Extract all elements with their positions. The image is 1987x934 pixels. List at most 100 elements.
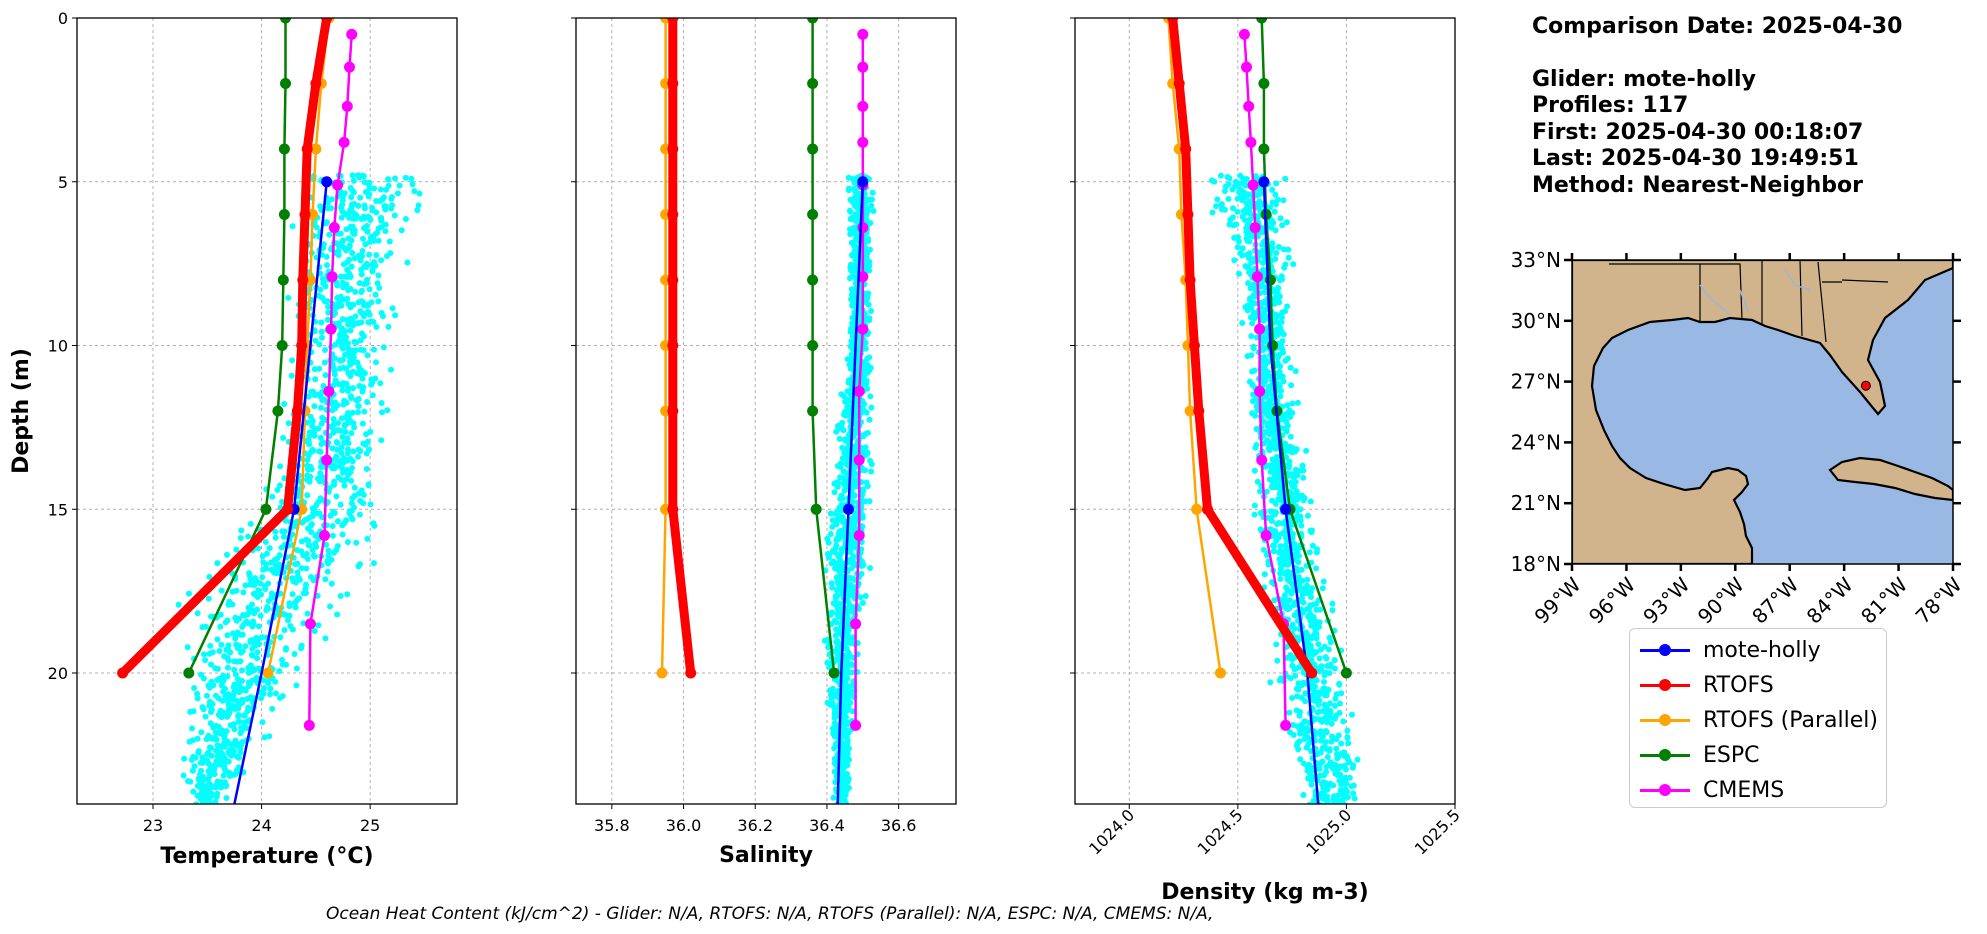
series-marker-rtofs <box>685 667 697 679</box>
series-marker-cmems <box>1238 28 1250 40</box>
glider-observation-point <box>1259 252 1266 259</box>
glider-observation-point <box>1285 464 1292 471</box>
glider-observation-point <box>854 199 861 206</box>
glider-observation-point <box>1251 502 1258 509</box>
glider-observation-point <box>303 581 309 588</box>
glider-observation-point <box>239 699 246 706</box>
glider-observation-point <box>844 697 851 704</box>
glider-observation-point <box>342 421 348 428</box>
glider-observation-point <box>837 474 844 481</box>
legend-swatch <box>1640 678 1690 692</box>
plot-area <box>117 18 423 804</box>
glider-observation-point <box>350 177 357 184</box>
glider-observation-point <box>332 399 339 406</box>
glider-observation-point <box>1287 570 1294 577</box>
glider-observation-point <box>411 188 418 195</box>
glider-observation-point <box>328 196 335 203</box>
glider-observation-point <box>1266 431 1273 438</box>
series-marker-rtofs-parallel- <box>1184 405 1196 417</box>
density-axis-label: Density (kg m-3) <box>1161 880 1369 905</box>
glider-observation-point <box>206 650 213 657</box>
glider-observation-point <box>343 399 350 406</box>
glider-observation-point <box>197 791 204 798</box>
glider-observation-point <box>368 299 375 306</box>
glider-observation-point <box>844 629 851 636</box>
glider-observation-point <box>208 613 214 620</box>
glider-observation-point <box>219 679 226 686</box>
glider-observation-point <box>394 190 401 197</box>
glider-observation-point <box>224 551 230 558</box>
glider-observation-point <box>252 575 259 582</box>
glider-observation-point <box>1246 378 1253 385</box>
glider-observation-point <box>1284 587 1291 594</box>
glider-observation-point <box>1237 172 1244 179</box>
glider-observation-point <box>1279 276 1285 283</box>
glider-observation-point <box>1265 399 1272 406</box>
glider-observation-point <box>1239 197 1246 204</box>
series-marker-rtofs <box>1182 209 1194 220</box>
glider-observation-point <box>328 556 335 563</box>
glider-observation-point <box>269 705 276 712</box>
glider-observation-point <box>1269 423 1276 429</box>
glider-observation-point <box>295 490 302 497</box>
glider-observation-point <box>1285 471 1292 478</box>
glider-observation-point <box>337 501 344 508</box>
glider-observation-point <box>294 547 301 554</box>
glider-observation-point <box>408 175 415 182</box>
map-frame-ticks <box>1564 253 1961 571</box>
glider-observation-point <box>416 190 423 197</box>
glider-observation-point <box>1284 576 1291 583</box>
glider-observation-point <box>1226 175 1233 182</box>
glider-observation-point <box>832 565 838 572</box>
glider-observation-point <box>852 539 859 546</box>
glider-observation-point <box>1345 740 1352 747</box>
series-marker-espc <box>276 340 288 351</box>
glider-observation-point <box>329 523 336 529</box>
legend-item-mote-holly: mote-holly <box>1640 635 1821 665</box>
glider-observation-point <box>305 537 312 544</box>
glider-observation-point <box>1282 175 1289 182</box>
glider-observation-point <box>860 407 867 414</box>
glider-observation-point <box>1317 606 1323 613</box>
glider-observation-point <box>323 219 330 226</box>
series-marker-espc <box>1258 78 1270 89</box>
glider-observation-point <box>304 556 311 562</box>
glider-observation-point <box>259 719 266 726</box>
glider-observation-point <box>325 303 331 310</box>
glider-observation-point <box>859 600 866 606</box>
series-marker-cmems <box>323 385 335 397</box>
glider-observation-point <box>322 347 328 353</box>
glider-observation-point <box>1311 695 1318 702</box>
glider-observation-point <box>206 702 213 709</box>
glider-observation-point <box>181 755 188 762</box>
glider-observation-point <box>840 468 847 475</box>
glider-observation-point <box>1217 172 1224 179</box>
glider-observation-point <box>355 453 361 460</box>
glider-observation-point <box>246 570 253 577</box>
glider-observation-point <box>260 566 267 573</box>
glider-observation-point <box>1270 462 1277 468</box>
glider-observation-point <box>360 440 367 447</box>
y-tick-label: 5 <box>58 173 68 192</box>
glider-observation-point <box>307 413 314 420</box>
glider-observation-point <box>1247 303 1254 310</box>
glider-observation-point <box>867 220 874 226</box>
glider-observation-point <box>248 651 255 658</box>
glider-observation-point <box>838 804 844 810</box>
glider-observation-point <box>324 298 331 305</box>
glider-observation-point <box>1332 695 1339 702</box>
glider-observation-point <box>276 482 283 489</box>
series-marker-cmems <box>857 61 869 73</box>
glider-observation-point <box>364 535 371 542</box>
glider-observation-point <box>1349 804 1355 810</box>
glider-observation-point <box>1225 196 1232 202</box>
glider-observation-point <box>348 237 355 244</box>
glider-observation-point <box>1273 453 1280 460</box>
glider-observation-point <box>1283 219 1290 226</box>
glider-observation-point <box>349 495 356 502</box>
glider-observation-point <box>360 299 367 306</box>
glider-observation-point <box>1251 511 1258 518</box>
glider-observation-point <box>355 299 362 306</box>
glider-observation-point <box>828 560 835 567</box>
glider-observation-point <box>866 498 873 505</box>
